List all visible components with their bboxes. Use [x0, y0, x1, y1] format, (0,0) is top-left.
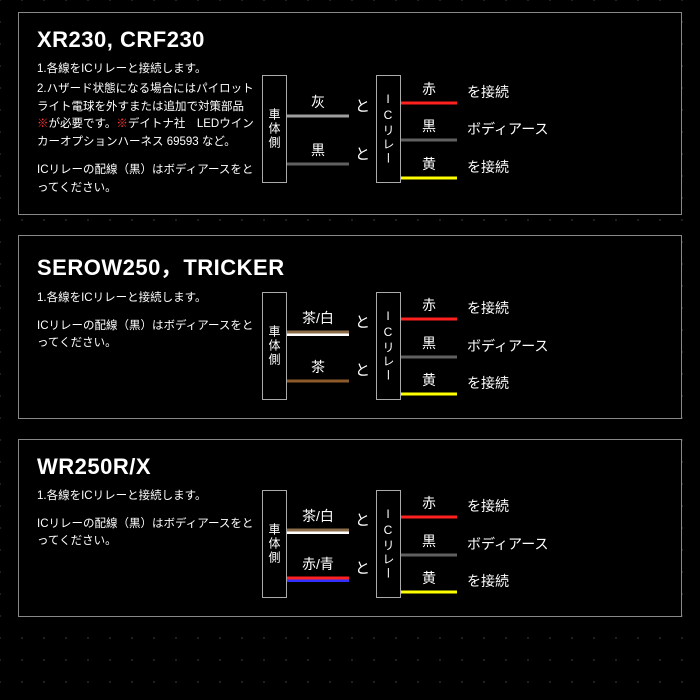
vehicle-side-box: 車体側	[262, 75, 287, 183]
wire-line-blackR	[401, 553, 457, 557]
wire-line-blackR	[401, 138, 457, 142]
wire-end-label: ボディアース	[467, 534, 548, 554]
instruction-line: 1.各線をICリレーと接続します。	[37, 488, 254, 506]
wire-line-red	[401, 101, 457, 105]
instruction-line: 1.各線をICリレーと接続します。	[37, 290, 254, 308]
wire-label-brownWhite: 茶/白	[302, 506, 334, 526]
instructions-block: 1.各線をICリレーと接続します。 2.ハザード状態になる場合にはパイロットライト…	[37, 61, 262, 198]
panel-title: WR250R/X	[37, 454, 663, 480]
wiring-diagram: 車体側 茶/白 と 赤/青 と ICリレー 赤	[262, 488, 663, 600]
wire-label-blackR: 黒	[422, 333, 436, 353]
relay-wire-row: 赤 を接続	[401, 489, 548, 523]
wire-line-redBlue	[287, 576, 349, 582]
wire-line-red	[401, 515, 457, 519]
connector-to: と	[355, 143, 370, 164]
wire-line-black	[287, 162, 349, 166]
wire-label-red: 赤	[422, 295, 436, 315]
wire-end-label: を接続	[467, 157, 509, 177]
wire-label-yellow: 黄	[422, 154, 436, 174]
relay-wire-row: 赤 を接続	[401, 75, 548, 109]
connector-to: と	[355, 359, 370, 380]
relay-wire-row: 黒 ボディアース	[401, 329, 548, 363]
wiring-diagram: 車体側 茶/白 と 茶 と ICリレー 赤	[262, 290, 663, 402]
wire-line-brownWhite	[287, 528, 349, 534]
ic-relay-box: ICリレー	[376, 490, 401, 598]
connector-to: と	[355, 95, 370, 116]
panel-title: XR230, CRF230	[37, 27, 663, 53]
wire-label-blackR: 黒	[422, 116, 436, 136]
wire-line-grey	[287, 114, 349, 118]
wire-line-yellow	[401, 590, 457, 594]
earth-note: ICリレーの配線（黒）はボディアースをとってください。	[37, 516, 254, 552]
wire-end-label: を接続	[467, 373, 509, 393]
wire-end-label: を接続	[467, 571, 509, 591]
instructions-block: 1.各線をICリレーと接続します。 ICリレーの配線（黒）はボディアースをとって…	[37, 488, 262, 600]
instruction-line: 2.ハザード状態になる場合にはパイロットライト電球を外すまたは追加で対策部品※が…	[37, 81, 254, 152]
relay-wire-row: 黄 を接続	[401, 150, 548, 184]
wire-line-blackR	[401, 355, 457, 359]
wire-end-label: を接続	[467, 496, 509, 516]
earth-note: ICリレーの配線（黒）はボディアースをとってください。	[37, 318, 254, 354]
wire-line-brownWhite	[287, 330, 349, 336]
wire-label-red: 赤	[422, 79, 436, 99]
relay-wire-row: 黒 ボディアース	[401, 112, 548, 146]
relay-wire-row: 黄 を接続	[401, 366, 548, 400]
earth-note: ICリレーの配線（黒）はボディアースをとってください。	[37, 162, 254, 198]
wire-label-grey: 灰	[311, 92, 325, 112]
wire-end-label: ボディアース	[467, 119, 548, 139]
wiring-panel-0: XR230, CRF230 1.各線をICリレーと接続します。 2.ハザード状態に…	[18, 12, 682, 215]
wiring-diagram: 車体側 灰 と 黒 と ICリレー 赤 を接続	[262, 61, 663, 198]
wire-label-brown: 茶	[311, 357, 325, 377]
vehicle-wire-row: 茶/白 と	[287, 300, 376, 344]
relay-wire-row: 黄 を接続	[401, 564, 548, 598]
vehicle-wire-row: 赤/青 と	[287, 546, 376, 590]
wire-label-blackR: 黒	[422, 531, 436, 551]
instructions-block: 1.各線をICリレーと接続します。 ICリレーの配線（黒）はボディアースをとって…	[37, 290, 262, 402]
wire-end-label: ボディアース	[467, 336, 548, 356]
ic-relay-box: ICリレー	[376, 292, 401, 400]
vehicle-side-box: 車体側	[262, 490, 287, 598]
instruction-line: 1.各線をICリレーと接続します。	[37, 61, 254, 79]
connector-to: と	[355, 509, 370, 530]
wire-label-brownWhite: 茶/白	[302, 308, 334, 328]
relay-wire-row: 赤 を接続	[401, 291, 548, 325]
wiring-panel-2: WR250R/X 1.各線をICリレーと接続します。 ICリレーの配線（黒）はボ…	[18, 439, 682, 617]
vehicle-wire-row: 灰 と	[287, 83, 376, 127]
vehicle-wire-row: 茶 と	[287, 348, 376, 392]
vehicle-wire-row: 黒 と	[287, 131, 376, 175]
wire-end-label: を接続	[467, 298, 509, 318]
wire-end-label: を接続	[467, 82, 509, 102]
wire-line-brown	[287, 379, 349, 383]
wire-line-yellow	[401, 392, 457, 396]
connector-to: と	[355, 311, 370, 332]
wire-label-redBlue: 赤/青	[302, 554, 334, 574]
wire-line-yellow	[401, 176, 457, 180]
wire-label-red: 赤	[422, 493, 436, 513]
vehicle-wire-row: 茶/白 と	[287, 498, 376, 542]
wiring-panel-1: SEROW250，TRICKER 1.各線をICリレーと接続します。 ICリレー…	[18, 235, 682, 419]
wire-label-yellow: 黄	[422, 568, 436, 588]
wire-label-yellow: 黄	[422, 370, 436, 390]
connector-to: と	[355, 557, 370, 578]
panel-title: SEROW250，TRICKER	[37, 250, 663, 282]
vehicle-side-box: 車体側	[262, 292, 287, 400]
ic-relay-box: ICリレー	[376, 75, 401, 183]
relay-wire-row: 黒 ボディアース	[401, 527, 548, 561]
wire-label-black: 黒	[311, 140, 325, 160]
wire-line-red	[401, 317, 457, 321]
